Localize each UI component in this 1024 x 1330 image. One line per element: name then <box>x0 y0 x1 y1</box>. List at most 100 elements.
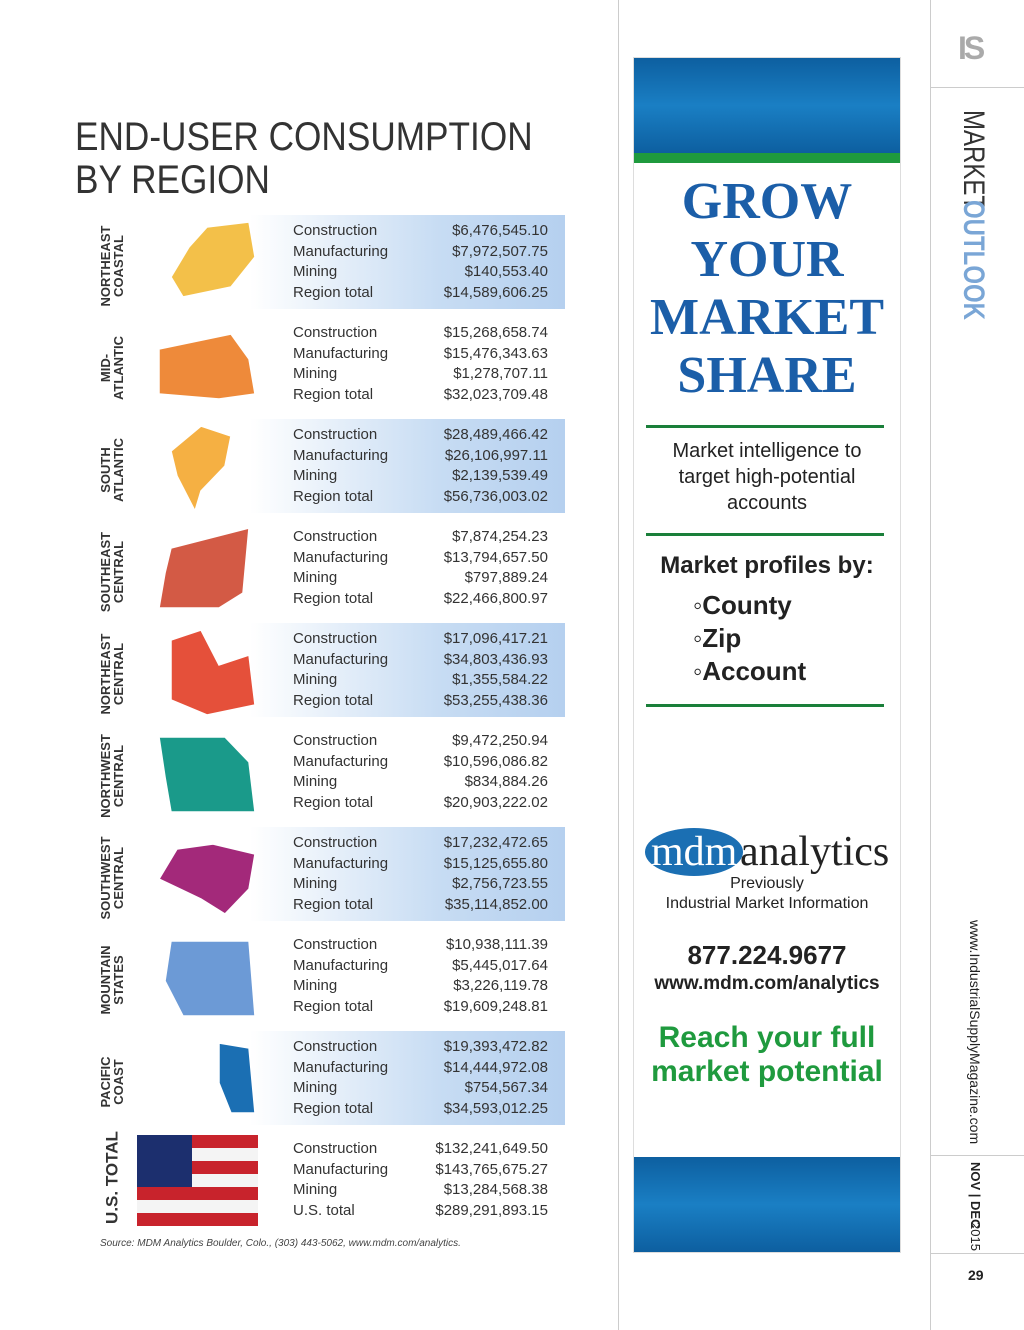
row-value: $754,567.34 <box>464 1079 548 1096</box>
row-label: Construction <box>293 324 378 341</box>
row-label: Region total <box>293 385 374 403</box>
row-label: Construction <box>293 222 378 239</box>
row-label: U.S. total <box>293 1201 355 1219</box>
row-value: $20,903,222.02 <box>443 793 548 811</box>
title: END-USER CONSUMPTION <box>75 115 533 159</box>
row-value: $132,241,649.50 <box>435 1140 548 1157</box>
map-shape <box>170 425 232 513</box>
region-map <box>170 221 256 298</box>
map-shape <box>170 221 256 298</box>
row-label: Region total <box>293 487 374 505</box>
map-shape <box>158 333 256 400</box>
row-value: $19,609,248.81 <box>443 997 548 1015</box>
region-map <box>170 425 232 513</box>
row-label: Region total <box>293 895 374 913</box>
row-label: Region total <box>293 1099 374 1117</box>
row-value: $34,593,012.25 <box>443 1099 548 1117</box>
row-value: $2,756,723.55 <box>452 875 548 892</box>
row-value: $17,232,472.65 <box>443 834 548 851</box>
row-value: $35,114,852.00 <box>444 895 548 913</box>
row-label: Mining <box>293 977 338 994</box>
region-map <box>158 527 250 609</box>
ad-previously: Industrial Market Information <box>665 895 869 912</box>
row-value: $32,023,709.48 <box>443 385 548 403</box>
ad-bullet: ◦Zip <box>693 623 742 653</box>
page-number: 29 <box>968 1267 984 1283</box>
row-label: Manufacturing <box>293 1160 389 1178</box>
map-shape <box>170 629 256 716</box>
row-label: Construction <box>293 1038 378 1055</box>
row-label: Mining <box>293 1181 338 1198</box>
ad-rule <box>646 425 884 428</box>
row-value: $26,106,997.11 <box>444 446 548 464</box>
map-shape <box>158 736 256 813</box>
ad-cta: Reach your full <box>658 1021 876 1054</box>
row-value: $17,096,417.21 <box>443 630 548 647</box>
row-label: Region total <box>293 997 374 1015</box>
region-map <box>158 333 256 400</box>
region-map <box>218 1042 256 1114</box>
sidebar-logo: IS <box>958 30 985 66</box>
issue: NOV | DEC <box>968 1162 983 1229</box>
row-label: Region total <box>293 589 374 607</box>
row-value: $56,736,003.02 <box>443 487 548 505</box>
ad-tagline: accounts <box>726 492 808 514</box>
row-label: Mining <box>293 671 338 688</box>
row-label: Manufacturing <box>293 344 389 362</box>
row-label: Construction <box>293 1140 378 1157</box>
row-highlight <box>250 215 565 309</box>
region-label-line: U.S. TOTAL <box>102 1131 122 1224</box>
row-value: $5,445,017.64 <box>452 956 548 974</box>
row-value: $19,393,472.82 <box>443 1038 548 1055</box>
row-value: $834,884.26 <box>464 773 548 790</box>
row-value: $15,268,658.74 <box>443 324 548 341</box>
row-value: $7,874,254.23 <box>452 528 548 545</box>
row-label: Mining <box>293 1079 338 1096</box>
row-value: $15,476,343.63 <box>443 344 548 362</box>
row-value: $3,226,119.78 <box>453 977 548 994</box>
row-value: $34,803,436.93 <box>443 650 548 668</box>
row-label: Mining <box>293 467 338 484</box>
row-label: Construction <box>293 834 378 851</box>
row-label: Region total <box>293 793 374 811</box>
row-value: $14,444,972.08 <box>443 1058 548 1076</box>
ad-banner <box>634 1157 900 1252</box>
ad-banner <box>634 58 900 153</box>
row-label: Construction <box>293 936 378 953</box>
row-label: Region total <box>293 283 374 301</box>
row-value: $289,291,893.15 <box>435 1201 548 1219</box>
row-value: $1,278,707.11 <box>453 365 548 382</box>
ad-bullet: ◦Account <box>693 656 807 686</box>
section-title: OUTLOOK <box>957 200 990 320</box>
ad-url: www.mdm.com/analytics <box>654 973 880 994</box>
map-shape <box>158 527 250 609</box>
row-label: Mining <box>293 569 338 586</box>
map-shape <box>218 1042 256 1114</box>
region-map <box>170 629 256 716</box>
row-label: Manufacturing <box>293 854 389 872</box>
ad-stripe <box>634 153 900 163</box>
row-value: $15,125,655.80 <box>443 854 548 872</box>
ad-rule <box>646 533 884 536</box>
row-value: $28,489,466.42 <box>443 426 548 443</box>
row-label: Mining <box>293 875 338 892</box>
row-label: Manufacturing <box>293 446 389 464</box>
map-shape <box>157 843 256 915</box>
website: www.IndustrialSupplyMagazine.com <box>967 920 983 1145</box>
row-value: $22,466,800.97 <box>443 589 548 607</box>
row-value: $13,794,657.50 <box>443 548 548 566</box>
ad-logo: analytics <box>740 829 890 875</box>
row-value: $10,596,086.82 <box>443 752 548 770</box>
divider <box>618 0 619 1330</box>
region-label: U.S. TOTAL <box>102 1118 122 1238</box>
ad-headline: GROW <box>681 173 853 230</box>
row-value: $1,355,584.22 <box>452 671 548 688</box>
row-highlight <box>250 827 565 921</box>
region-map <box>157 843 256 915</box>
row-highlight <box>250 1031 565 1125</box>
ad-phone: 877.224.9677 <box>687 940 847 970</box>
divider <box>930 1253 1024 1254</box>
issue: 2015 <box>968 1222 983 1251</box>
ad-bullet: ◦County <box>693 590 792 620</box>
divider <box>930 1155 1024 1156</box>
